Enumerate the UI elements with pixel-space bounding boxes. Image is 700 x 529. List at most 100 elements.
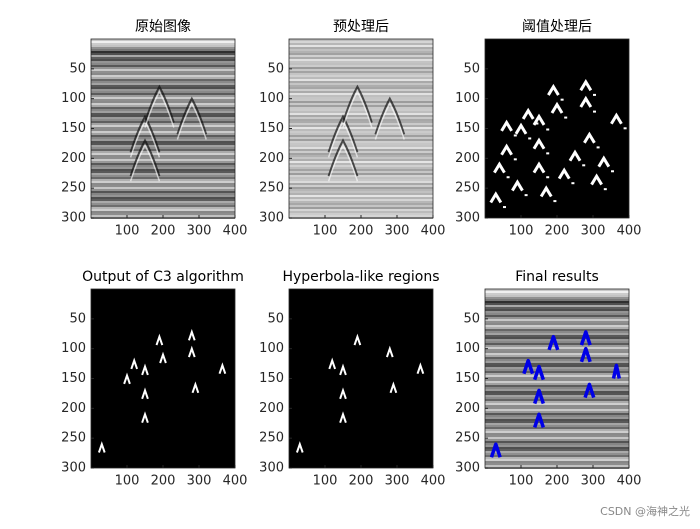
subplot: Hyperbola-like regions 100 200 300 400 50 100 1… [259, 269, 445, 489]
white-region [568, 149, 582, 162]
image-row [91, 129, 235, 131]
y-tick-label: 300 [259, 461, 284, 476]
image-row [485, 461, 629, 463]
image-row [485, 359, 629, 361]
white-speck [528, 137, 532, 140]
image-row [485, 421, 629, 423]
x-tick-label: 300 [187, 474, 212, 489]
image-row [91, 79, 235, 81]
x-tick-label: 100 [313, 224, 338, 239]
image-row [485, 413, 629, 415]
image-row [289, 185, 433, 187]
y-tick-label: 50 [69, 311, 86, 326]
y-tick-label: 250 [61, 181, 86, 196]
white-speck [596, 146, 600, 149]
image-row [485, 337, 629, 339]
image-row [289, 103, 433, 105]
subplot: 阈值处理后 100 200 300 400 50 100 150 200 250 300 [455, 19, 641, 239]
hyperbola [176, 96, 208, 135]
image-row [289, 81, 433, 83]
image-row [91, 65, 235, 67]
white-region [141, 411, 149, 423]
y-tick-label: 100 [455, 91, 480, 106]
hyperbola [327, 114, 359, 153]
image-row [485, 295, 629, 297]
image-row [485, 341, 629, 343]
subplot-title: Output of C3 algorithm [82, 269, 244, 285]
image-row [485, 357, 629, 359]
image-row [289, 197, 433, 199]
detected-hyperbola [533, 412, 545, 428]
image-row [289, 177, 433, 179]
white-speck [593, 93, 596, 96]
image-row [91, 59, 235, 61]
image-row [485, 411, 629, 413]
y-tick-label: 100 [259, 341, 284, 356]
image-row [289, 199, 433, 201]
image-row [91, 113, 235, 115]
image-row [289, 193, 433, 195]
x-tick-label: 100 [115, 474, 140, 489]
x-tick-label: 100 [509, 474, 534, 489]
image-row [91, 207, 235, 209]
image-row [485, 363, 629, 365]
y-tick-label: 300 [455, 211, 480, 226]
image-row [485, 383, 629, 385]
image-row [485, 319, 629, 321]
image-row [485, 451, 629, 453]
detected-hyperbola [579, 330, 592, 346]
x-tick-label: 300 [385, 474, 410, 489]
image-row [289, 75, 433, 77]
image-row [485, 299, 629, 301]
y-tick-label: 250 [259, 181, 284, 196]
image-row [485, 309, 629, 311]
image-row [289, 73, 433, 75]
hyperbola [342, 84, 373, 123]
x-tick-label: 400 [421, 224, 446, 239]
image-row [91, 197, 235, 199]
image-row [485, 365, 629, 367]
image-row [91, 75, 235, 77]
image-row [485, 289, 629, 291]
image-row [289, 113, 433, 115]
image-row [91, 83, 235, 85]
white-speck [623, 127, 627, 130]
image-row [485, 373, 629, 375]
image-row [289, 117, 433, 119]
image-row [289, 209, 433, 211]
image-row [91, 51, 235, 53]
image-row [91, 161, 235, 163]
white-region [557, 167, 571, 180]
image-row [91, 117, 235, 119]
white-speck [513, 158, 517, 161]
image-row [485, 369, 629, 371]
white-region [489, 191, 503, 204]
image-row [289, 41, 433, 43]
image-row [485, 429, 629, 431]
y-tick-label: 100 [259, 91, 284, 106]
image-row [289, 107, 433, 109]
image-row [91, 147, 235, 149]
image-row [289, 179, 433, 181]
image-row [91, 159, 235, 161]
white-region [389, 381, 398, 394]
x-tick-label: 400 [617, 474, 642, 489]
x-tick-label: 400 [223, 474, 248, 489]
y-tick-label: 250 [455, 181, 480, 196]
image-row [289, 161, 433, 163]
white-speck [553, 200, 557, 203]
image-row [91, 145, 235, 147]
detected-hyperbola [547, 334, 560, 351]
x-tick-label: 200 [349, 224, 374, 239]
white-speck [546, 152, 550, 155]
white-region [159, 351, 167, 364]
white-region [328, 357, 337, 370]
image-row [289, 189, 433, 191]
image-row [289, 147, 433, 149]
image-row [485, 433, 629, 435]
detected-hyperbola [579, 346, 592, 363]
y-tick-label: 100 [61, 341, 86, 356]
white-region [532, 161, 546, 174]
hyperbola [374, 102, 405, 140]
white-region [610, 112, 623, 125]
